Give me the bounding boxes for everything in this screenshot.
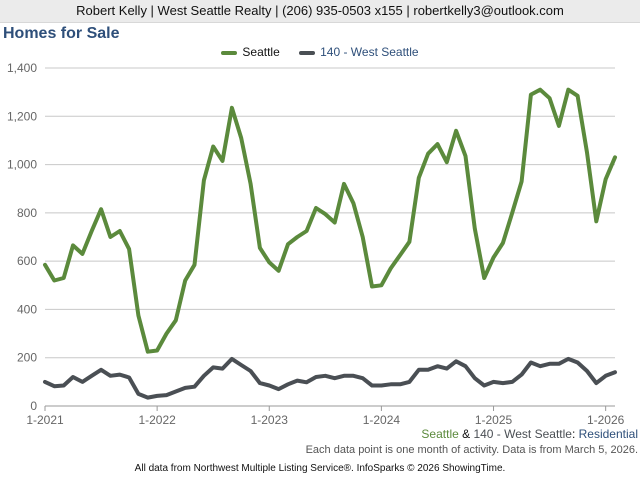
footer-series-seattle: Seattle [421, 427, 459, 441]
y-tick-label: 1,200 [7, 109, 37, 123]
x-tick-label: 1-2021 [26, 413, 64, 427]
y-tick-label: 1,000 [7, 158, 37, 172]
footer-ampersand: & [458, 427, 474, 441]
legend-label-seattle: Seattle [242, 45, 280, 59]
legend-item-seattle[interactable]: Seattle [221, 45, 280, 59]
x-tick-label: 1-2024 [363, 413, 401, 427]
legend-item-west-seattle[interactable]: 140 - West Seattle [299, 45, 419, 59]
x-tick-label: 1-2026 [587, 413, 625, 427]
series-line-west-seattle [43, 356, 617, 400]
series-line-seattle [43, 87, 617, 354]
y-tick-label: 600 [17, 254, 37, 268]
y-tick-label: 200 [17, 351, 37, 365]
y-axis: 0 200 400 600 800 1,000 1,200 1,400 [7, 61, 37, 413]
legend-swatch-west-seattle [299, 50, 316, 55]
x-axis: 1-2021 1-2022 1-2023 1-2024 1-2025 1-2026 [26, 406, 625, 427]
y-tick-label: 0 [30, 399, 37, 413]
agent-contact-banner: Robert Kelly | West Seattle Realty | (20… [0, 0, 640, 23]
y-tick-label: 400 [17, 302, 37, 316]
y-tick-label: 1,400 [7, 61, 37, 75]
chart-gridlines [45, 67, 615, 407]
chart-legend: Seattle 140 - West Seattle [0, 45, 640, 59]
source-credit: All data from Northwest Multiple Listing… [134, 463, 506, 474]
data-note: Each data point is one month of activity… [305, 444, 638, 456]
x-tick-label: 1-2025 [475, 413, 513, 427]
footer-colon: : [571, 427, 579, 441]
series-subtitle: Seattle & 140 - West Seattle: Residentia… [421, 427, 638, 441]
x-tick-label: 1-2023 [251, 413, 289, 427]
x-tick-label: 1-2022 [138, 413, 176, 427]
chart-series [43, 87, 617, 400]
y-tick-label: 800 [17, 206, 37, 220]
footer-property-type: Residential [578, 427, 638, 441]
legend-swatch-seattle [221, 50, 238, 55]
chart-title: Homes for Sale [3, 25, 120, 42]
legend-label-west-seattle: 140 - West Seattle [320, 45, 419, 59]
footer-series-west-seattle: 140 - West Seattle [473, 427, 572, 441]
